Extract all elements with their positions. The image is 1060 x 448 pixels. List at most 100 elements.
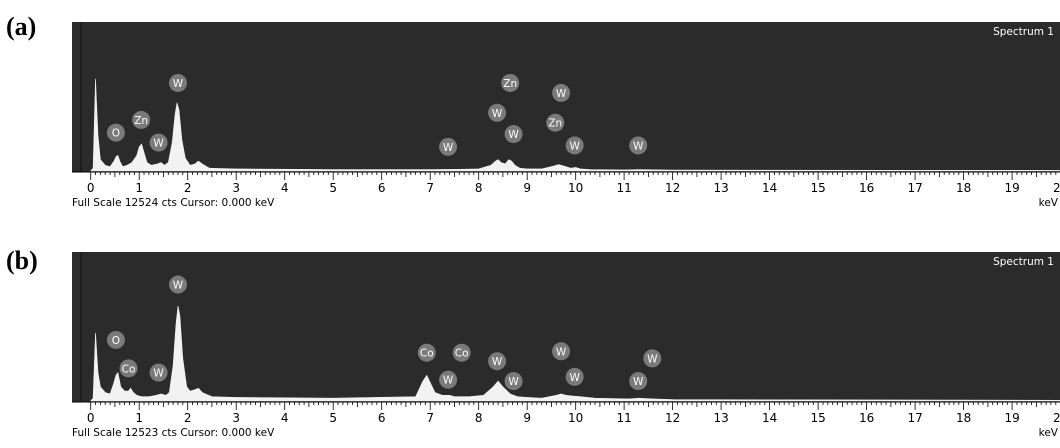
peak-label-co: Co: [122, 363, 136, 375]
panel-label-a: (a): [6, 12, 37, 41]
x-tick-label: 1: [135, 411, 143, 425]
peak-label-marker: [417, 343, 436, 362]
x-tick-label: 16: [859, 411, 874, 425]
peak-label-w: W: [633, 376, 644, 388]
peak-label-marker: [488, 352, 507, 371]
peak-label-w: W: [569, 140, 580, 152]
x-tick-label: 11: [616, 411, 631, 425]
x-tick-label: 10: [568, 181, 583, 195]
peak-label-marker: [643, 349, 662, 368]
peak-label-marker: [629, 136, 648, 155]
x-tick-label: 7: [426, 181, 434, 195]
peak-label-w: W: [173, 280, 184, 292]
x-tick-label: 19: [1004, 411, 1019, 425]
peak-label-o: O: [112, 128, 120, 140]
x-tick-label: 11: [616, 181, 631, 195]
peak-label-marker: [565, 367, 584, 386]
x-tick-label: 4: [281, 181, 289, 195]
peak-label-w: W: [633, 140, 644, 152]
peak-label-marker: [149, 363, 168, 382]
x-tick-label: 19: [1004, 181, 1019, 195]
x-tick-label: 13: [713, 411, 728, 425]
x-tick-label: 3: [232, 411, 240, 425]
peak-label-w: W: [508, 376, 519, 388]
peak-label-w: W: [443, 375, 454, 387]
x-tick-label: 12: [665, 411, 680, 425]
x-tick-label: 18: [956, 181, 971, 195]
peak-label-w: W: [492, 356, 503, 368]
x-tick-label: 6: [378, 411, 386, 425]
x-tick-label: 15: [810, 181, 825, 195]
panel-label-b: (b): [6, 246, 38, 275]
x-axis-unit: keV: [1039, 197, 1059, 209]
peak-label-marker: [132, 110, 151, 129]
peak-label-marker: [501, 73, 520, 92]
x-tick-label: 9: [523, 411, 531, 425]
peak-label-w: W: [173, 78, 184, 90]
spectrum-label: Spectrum 1: [993, 26, 1054, 38]
peak-label-w: W: [508, 129, 519, 141]
x-tick-label: 18: [956, 411, 971, 425]
peak-label-zn: Zn: [503, 78, 517, 90]
peak-label-w: W: [556, 346, 567, 358]
x-tick-label: 17: [907, 181, 922, 195]
full-scale-readout: Full Scale 12524 cts Cursor: 0.000 keV: [72, 197, 275, 209]
x-tick-label: 1: [135, 181, 143, 195]
peak-label-marker: [629, 372, 648, 391]
peak-label-o: O: [112, 335, 120, 347]
x-tick-label: 14: [762, 411, 777, 425]
peak-label-w: W: [569, 372, 580, 384]
x-tick-label: 17: [907, 411, 922, 425]
x-tick-label: 5: [329, 411, 337, 425]
x-tick-label: 0: [87, 411, 95, 425]
peak-label-w: W: [443, 142, 454, 154]
peak-label-w: W: [647, 353, 658, 365]
x-tick-label: 8: [475, 181, 483, 195]
x-tick-label: 20: [1053, 411, 1060, 425]
x-tick-label: 20: [1053, 181, 1060, 195]
x-tick-label: 16: [859, 181, 874, 195]
peak-label-marker: [452, 343, 471, 362]
peak-label-marker: [504, 372, 523, 391]
peak-label-marker: [565, 136, 584, 155]
x-tick-label: 2: [184, 181, 192, 195]
peak-label-marker: [168, 275, 187, 294]
x-tick-label: 4: [281, 411, 289, 425]
peak-label-w: W: [556, 88, 567, 100]
x-tick-label: 3: [232, 181, 240, 195]
peak-label-marker: [106, 330, 125, 349]
peak-label-marker: [552, 342, 571, 361]
peak-label-marker: [488, 103, 507, 122]
peak-label-marker: [119, 359, 138, 378]
x-axis-unit: keV: [1039, 427, 1059, 439]
peak-label-marker: [149, 133, 168, 152]
peak-label-zn: Zn: [548, 118, 562, 130]
x-tick-label: 14: [762, 181, 777, 195]
full-scale-readout: Full Scale 12523 cts Cursor: 0.000 keV: [72, 427, 275, 439]
peak-label-w: W: [492, 108, 503, 120]
x-tick-label: 10: [568, 411, 583, 425]
peak-label-marker: [168, 73, 187, 92]
peak-label-marker: [106, 123, 125, 142]
peak-label-marker: [439, 370, 458, 389]
x-tick-label: 2: [184, 411, 192, 425]
x-tick-label: 13: [713, 181, 728, 195]
x-tick-label: 12: [665, 181, 680, 195]
peak-label-w: W: [153, 368, 164, 380]
peak-label-marker: [439, 137, 458, 156]
peak-label-w: W: [153, 138, 164, 150]
spectrum-label: Spectrum 1: [993, 256, 1054, 268]
x-tick-label: 0: [87, 181, 95, 195]
x-tick-label: 6: [378, 181, 386, 195]
plot-background: [72, 252, 1060, 402]
x-tick-label: 7: [426, 411, 434, 425]
peak-label-co: Co: [420, 348, 434, 360]
peak-label-marker: [504, 125, 523, 144]
peak-label-co: Co: [455, 348, 469, 360]
peak-label-zn: Zn: [134, 115, 148, 127]
spectrum-area: [90, 305, 1060, 402]
spectrum-area: [90, 78, 1060, 172]
